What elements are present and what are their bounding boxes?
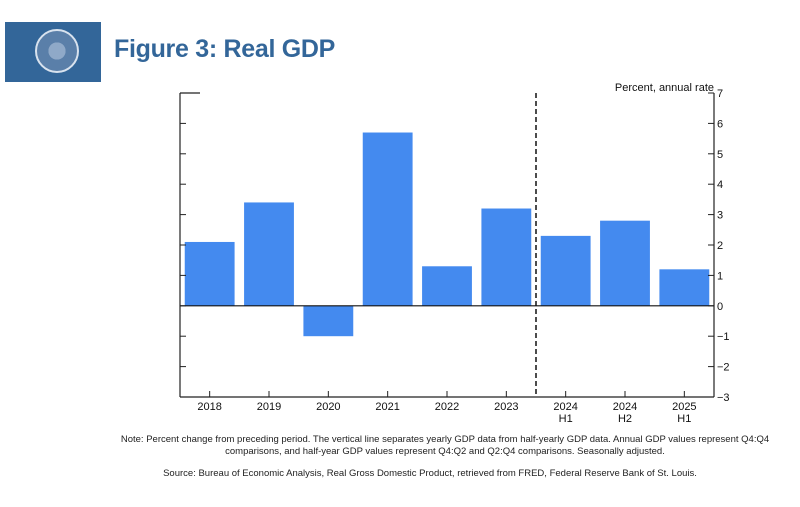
- x-tick-label: 2023: [494, 401, 518, 413]
- bar: [184, 241, 235, 306]
- y-tick-label: 5: [717, 149, 723, 161]
- x-tick-label: 2019: [257, 401, 281, 413]
- bar: [659, 269, 710, 306]
- bar: [540, 235, 591, 306]
- y-tick-label: 4: [717, 179, 723, 191]
- x-tick-label: 2024: [613, 401, 637, 413]
- x-tick-label: 2022: [435, 401, 459, 413]
- bar: [481, 208, 532, 306]
- x-tick-label: H2: [618, 413, 632, 425]
- seal-icon: [35, 29, 79, 73]
- y-tick-label: −2: [717, 362, 730, 374]
- x-tick-label: H1: [559, 413, 573, 425]
- x-tick-label: 2025: [672, 401, 696, 413]
- chart-source: Source: Bureau of Economic Analysis, Rea…: [163, 468, 697, 479]
- y-tick-label: −3: [717, 392, 730, 404]
- x-tick-label: 2021: [375, 401, 399, 413]
- y-tick-label: −1: [717, 331, 730, 343]
- y-tick-label: 7: [717, 88, 723, 100]
- x-tick-label: H1: [677, 413, 691, 425]
- x-tick-label: 2018: [197, 401, 221, 413]
- y-axis-label: Percent, annual rate: [615, 82, 714, 94]
- bar: [600, 220, 650, 306]
- bar: [362, 132, 413, 306]
- y-tick-label: 1: [717, 270, 723, 282]
- page-title: Figure 3: Real GDP: [114, 35, 336, 63]
- y-tick-label: 3: [717, 210, 723, 222]
- y-tick-label: 6: [717, 118, 723, 130]
- bar: [422, 266, 472, 306]
- y-tick-label: 2: [717, 240, 723, 252]
- bar: [244, 202, 294, 306]
- bar: [303, 305, 354, 337]
- chart-note: Note: Percent change from preceding peri…: [120, 434, 770, 457]
- x-tick-label: 2020: [316, 401, 340, 413]
- x-tick-label: 2024: [553, 401, 577, 413]
- y-tick-label: 0: [717, 301, 723, 313]
- federal-reserve-logo: [5, 22, 101, 82]
